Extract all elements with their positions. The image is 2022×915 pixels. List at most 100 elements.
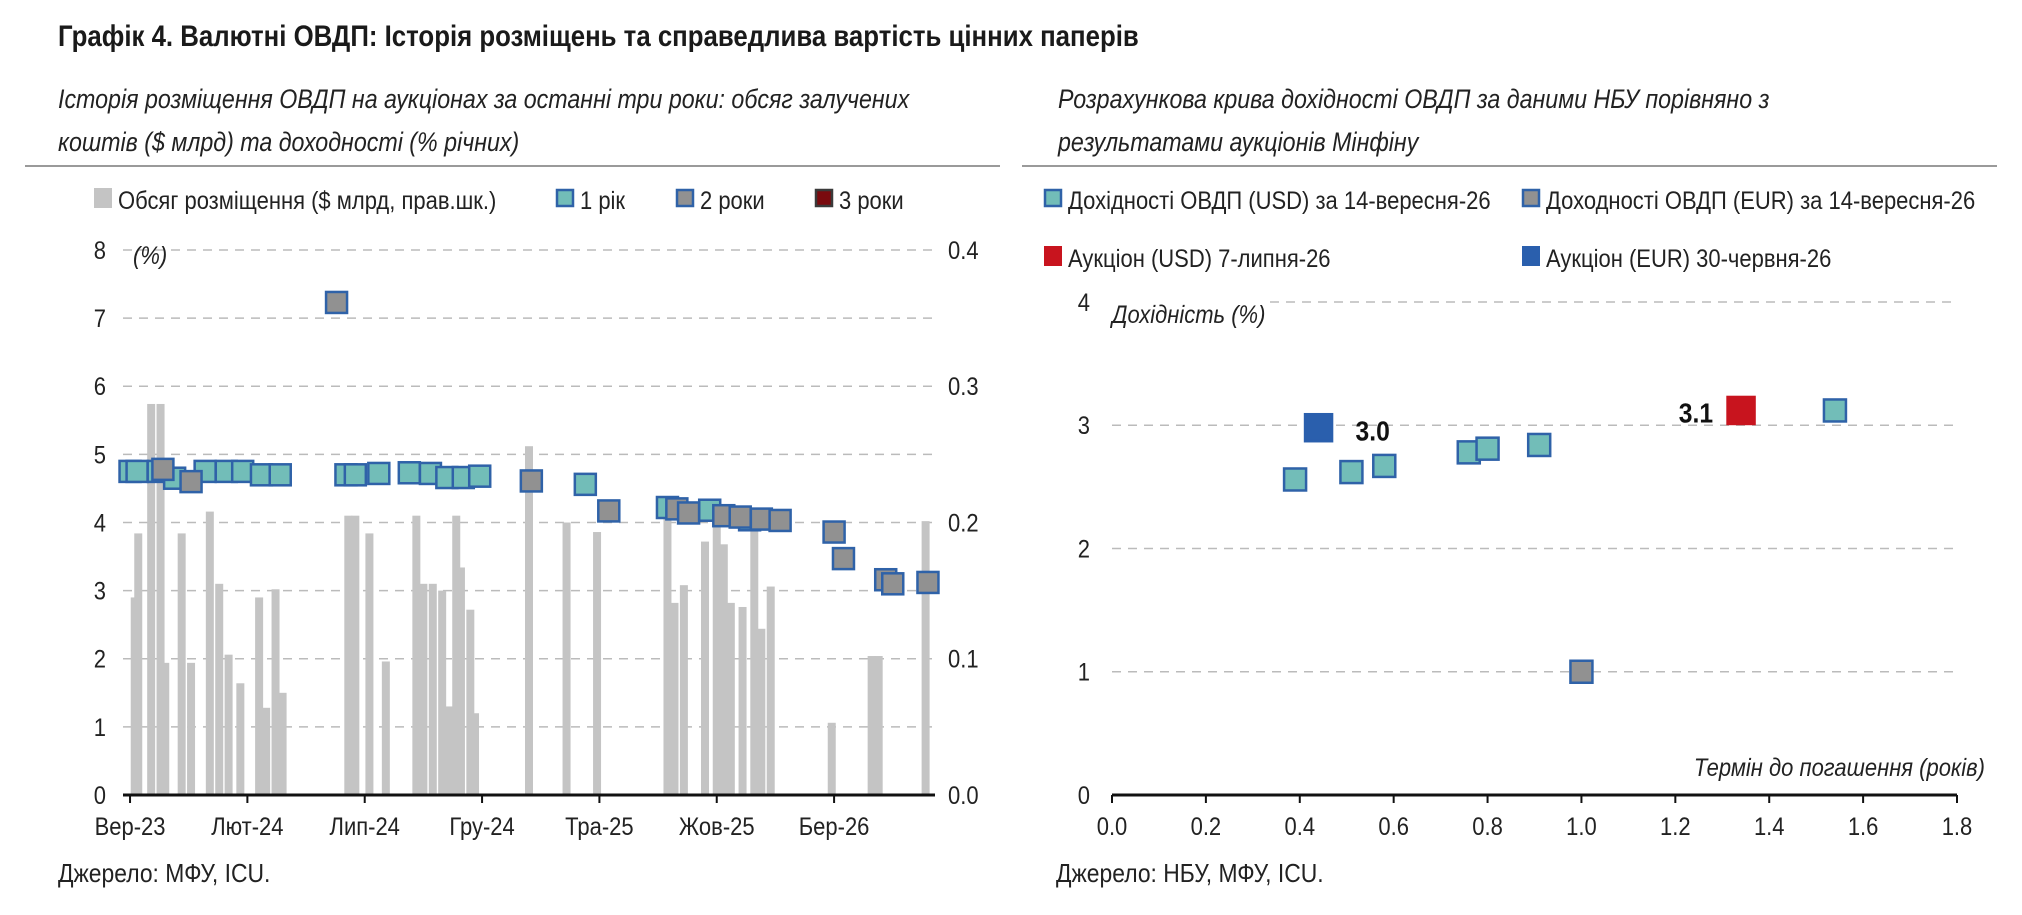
left-y2-tick-label: 0.1 xyxy=(948,645,979,673)
right-x-tick-label: 0.8 xyxy=(1472,813,1503,841)
right-y-tick-label: 2 xyxy=(1078,535,1090,563)
volume-bar xyxy=(278,692,287,795)
right-y-axis-label: Дохідність (%) xyxy=(1109,301,1265,329)
yield-marker-2-year xyxy=(179,469,203,494)
left-x-tick-label: Жов-25 xyxy=(679,813,755,841)
volume-bar xyxy=(827,722,836,795)
left-source: Джерело: МФУ, ICU. xyxy=(58,858,271,888)
volume-bar xyxy=(177,533,186,795)
volume-bar xyxy=(187,662,196,795)
left-chart-subtitle: Історія розміщення ОВДП на аукціонах за … xyxy=(58,84,910,157)
right-x-tick-label: 0.2 xyxy=(1191,813,1222,841)
yield-marker-1-year xyxy=(343,463,368,487)
left-x-tick-label: Вер-23 xyxy=(95,813,166,841)
volume-bar xyxy=(466,609,475,795)
right-legend-swatch-0 xyxy=(1043,188,1063,208)
volume-bar xyxy=(921,521,930,795)
right-legend-label: Аукціон (EUR) 30-червня-26 xyxy=(1546,245,1831,273)
yield-marker-1-year xyxy=(467,464,492,488)
yield-marker-2-year xyxy=(324,290,349,315)
left-divider xyxy=(25,165,1000,167)
right-x-tick-label: 1.8 xyxy=(1942,813,1973,841)
legend-volume-swatch xyxy=(94,188,112,208)
legend-label: 1 рік xyxy=(580,187,626,215)
right-legend-swatch-2 xyxy=(1044,246,1062,266)
volume-bar xyxy=(156,403,165,795)
legend-label: Обсяг розміщення ($ млрд, прав.шк.) xyxy=(118,187,496,215)
left-y-tick-label: 2 xyxy=(94,645,106,673)
right-x-tick-label: 1.6 xyxy=(1848,813,1879,841)
yield-marker-2-year xyxy=(831,546,856,571)
right-divider xyxy=(1022,165,1997,167)
right-x-tick-label: 1.2 xyxy=(1660,813,1691,841)
left-y-tick-label: 0 xyxy=(94,782,106,810)
right-y-tick-label: 4 xyxy=(1078,289,1090,317)
volume-bar xyxy=(874,656,883,795)
yield-marker-2-year xyxy=(768,508,792,533)
volume-bar xyxy=(428,583,437,795)
right-x-tick-label: 0.4 xyxy=(1284,813,1315,841)
left-y2-tick-label: 0.4 xyxy=(948,237,979,265)
yield-marker-2-year xyxy=(728,505,752,529)
left-y-tick-label: 6 xyxy=(94,373,106,401)
volume-bar xyxy=(766,586,775,795)
yield-marker-1-year xyxy=(367,461,391,486)
right-source: Джерело: НБУ, МФУ, ICU. xyxy=(1056,858,1324,888)
right-x-tick-label: 0.6 xyxy=(1378,813,1409,841)
left-y2-tick-label: 0.3 xyxy=(948,373,979,401)
left-y2-tick-label: 0.0 xyxy=(948,782,979,810)
volume-bar xyxy=(726,602,735,795)
right-legend-label: Доходності ОВДП (EUR) за 14-вересня-26 xyxy=(1546,187,1975,215)
volume-bar xyxy=(719,544,728,795)
main-title: Графік 4. Валютні ОВДП: Історія розміщен… xyxy=(58,20,1139,53)
legend-swatch-1 xyxy=(555,188,575,208)
left-y-tick-label: 8 xyxy=(94,237,106,265)
volume-bar xyxy=(365,533,374,795)
curve-marker-0 xyxy=(1822,398,1848,423)
right-x-axis-label: Термін до погашення (років) xyxy=(1694,754,1985,782)
volume-bar xyxy=(344,515,353,795)
curve-marker-0 xyxy=(1526,432,1552,458)
volume-bar xyxy=(224,654,233,795)
volume-bar xyxy=(679,585,688,795)
yield-marker-1-year xyxy=(268,463,292,487)
yield-marker-1-year xyxy=(125,459,149,484)
volume-bar xyxy=(445,706,454,795)
volume-bar xyxy=(262,707,271,795)
volume-bar xyxy=(663,512,672,795)
left-y-unit: (%) xyxy=(133,242,167,270)
volume-bar xyxy=(381,661,390,795)
left-x-tick-label: Бер-26 xyxy=(799,813,870,841)
curve-marker-0 xyxy=(1282,467,1308,492)
left-x-tick-label: Гру-24 xyxy=(449,813,514,841)
volume-bar xyxy=(750,530,759,795)
right-legend-label: Аукціон (USD) 7-липня-26 xyxy=(1068,245,1331,273)
right-chart-subtitle: Розрахункова крива дохідності ОВДП за да… xyxy=(1058,84,1770,157)
volume-bar xyxy=(255,597,264,795)
left-y-tick-label: 1 xyxy=(94,714,106,742)
legend-label: 2 роки xyxy=(700,187,765,215)
yield-marker-2-year xyxy=(916,570,940,595)
volume-bar xyxy=(670,602,679,795)
volume-bar xyxy=(471,713,480,795)
curve-marker-3 xyxy=(1303,412,1334,443)
volume-bar xyxy=(271,589,280,795)
yield-marker-2-year xyxy=(881,572,905,596)
yield-marker-2-year xyxy=(676,501,701,525)
volume-bar xyxy=(236,683,245,795)
right-x-tick-label: 0.0 xyxy=(1097,813,1128,841)
volume-bar xyxy=(757,628,766,795)
volume-bar xyxy=(161,662,170,795)
auction-usd-label: 3.1 xyxy=(1679,397,1713,429)
legend-label: 3 роки xyxy=(839,187,904,215)
right-legend-label: Дохідності ОВДП (USD) за 14-вересня-26 xyxy=(1068,187,1491,215)
curve-marker-2 xyxy=(1726,395,1756,426)
right-x-tick-label: 1.4 xyxy=(1754,813,1785,841)
right-x-tick-label: 1.0 xyxy=(1566,813,1597,841)
curve-marker-0 xyxy=(1372,453,1397,479)
volume-bar xyxy=(562,522,571,795)
curve-marker-0 xyxy=(1475,436,1500,461)
left-y2-tick-label: 0.2 xyxy=(948,509,979,537)
yield-marker-1-year xyxy=(573,472,598,497)
